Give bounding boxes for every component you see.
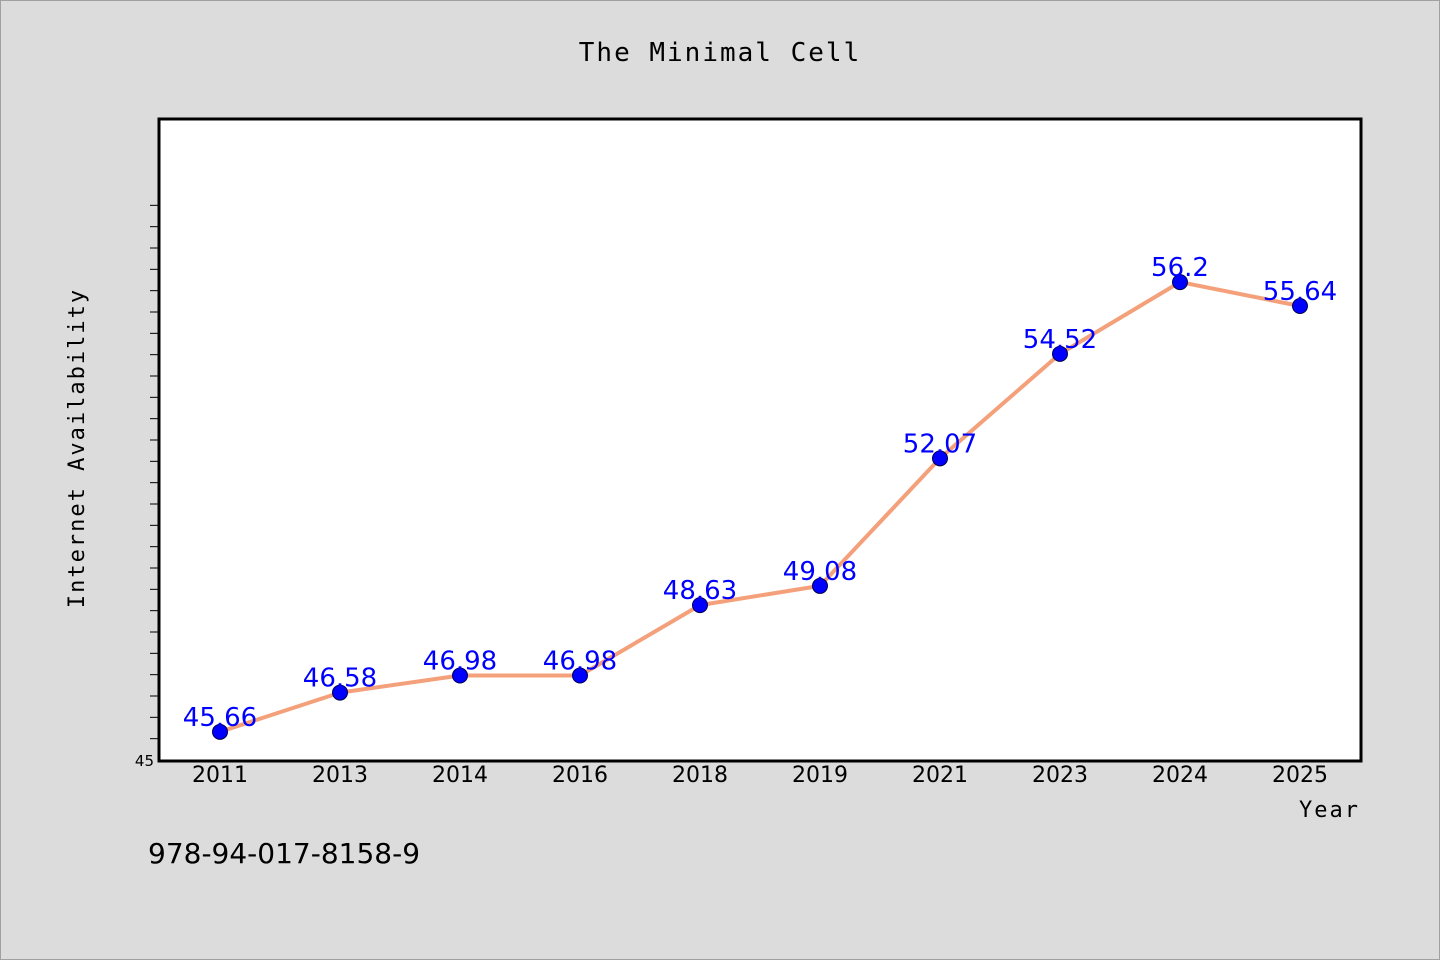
data-labels: 45.66 46.58 46.98 46.98 48.63 49.08 52.07 54.52… [183,253,1337,733]
data-label: 45.66 [183,703,257,733]
x-tick-label: 2014 [432,763,488,788]
y-tick-label: 45 [135,752,154,770]
data-point [572,667,588,684]
y-axis-ticks: 45 [135,204,158,770]
data-point [932,450,948,467]
x-tick-label: 2024 [1152,763,1208,788]
data-label: 46.98 [423,647,497,677]
data-label: 46.98 [543,647,617,677]
data-point [692,597,708,614]
data-point [212,723,228,740]
data-label: 52.07 [903,429,977,459]
series-markers [212,274,1308,740]
data-label: 48.63 [663,576,737,606]
data-label: 49.08 [783,557,857,587]
x-tick-label: 2021 [912,763,968,788]
x-tick-label: 2013 [312,763,368,788]
x-axis-label: Year [1299,798,1360,823]
data-label: 55.64 [1263,277,1337,307]
data-point [332,684,348,701]
data-label: 56.2 [1151,253,1209,283]
data-point [812,577,828,594]
x-tick-label: 2019 [792,763,848,788]
plot-area [157,117,1363,763]
data-label: 54.52 [1023,325,1097,355]
data-point [1172,274,1188,291]
x-tick-label: 2023 [1032,763,1088,788]
series-line [219,280,1301,734]
data-point [1052,345,1068,362]
x-axis-ticks: 2011 2013 2014 2016 2018 2019 2021 2023 2024 2025 [192,763,1328,788]
x-tick-label: 2011 [192,763,248,788]
data-point [452,667,468,684]
data-label: 46.58 [303,664,377,694]
data-point [1292,298,1308,315]
isbn-text: 978-94-017-8158-9 [148,837,420,870]
x-tick-label: 2016 [552,763,608,788]
chart-title: The Minimal Cell [579,38,861,68]
y-axis-label: Internet Availability [65,288,90,608]
x-tick-label: 2025 [1272,763,1328,788]
x-tick-label: 2018 [672,763,728,788]
